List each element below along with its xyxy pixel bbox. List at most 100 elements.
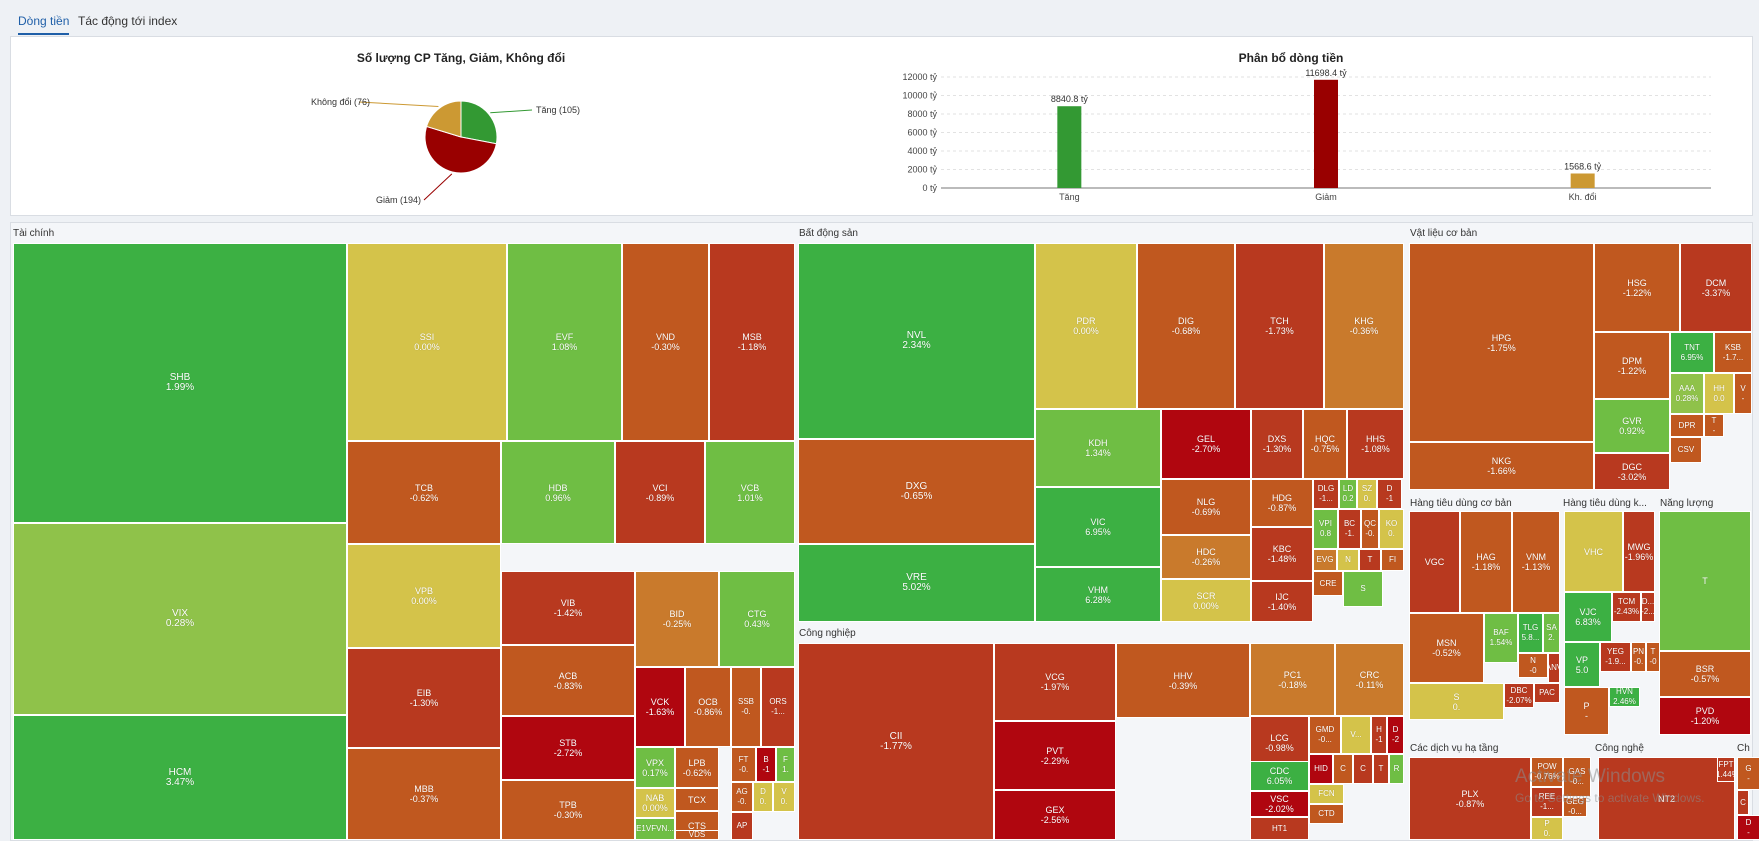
treemap-tile[interactable]: HHS -1.08% xyxy=(1347,409,1404,479)
treemap-tile[interactable]: H -1 xyxy=(1371,716,1387,754)
treemap-tile[interactable]: SSB -0. xyxy=(731,667,761,747)
treemap-tile[interactable]: ACB -0.83% xyxy=(501,645,635,716)
treemap-tile[interactable]: V 0. xyxy=(773,782,795,812)
treemap-tile[interactable]: HDG -0.87% xyxy=(1251,479,1313,527)
treemap-tile[interactable]: NT2 xyxy=(1598,757,1735,840)
treemap-tile[interactable]: R xyxy=(1389,754,1404,784)
sector-title[interactable]: Hàng tiêu dùng cơ bản xyxy=(1410,498,1512,509)
treemap-tile[interactable]: HID xyxy=(1309,754,1333,784)
treemap-tile[interactable]: KDH 1.34% xyxy=(1035,409,1161,487)
treemap-tile[interactable]: YEG -1.9... xyxy=(1600,642,1631,672)
treemap-tile[interactable]: HH 0.0 xyxy=(1704,373,1734,414)
sector-title[interactable]: Công nghệ xyxy=(1595,743,1644,754)
treemap-tile[interactable]: TNT 6.95% xyxy=(1670,332,1714,373)
treemap-tile[interactable]: GEL -2.70% xyxy=(1161,409,1251,479)
treemap-tile[interactable]: BAF 1.54% xyxy=(1484,613,1518,663)
treemap-tile[interactable]: T xyxy=(1659,511,1751,651)
treemap-tile[interactable]: CRC -0.11% xyxy=(1335,643,1404,716)
treemap-tile[interactable]: T- xyxy=(1704,414,1724,437)
treemap-tile[interactable]: D -2 xyxy=(1387,716,1404,754)
treemap-tile[interactable]: HVN 2.46% xyxy=(1609,687,1640,707)
treemap-tile[interactable]: D- xyxy=(1737,815,1759,840)
treemap-tile[interactable]: MSN -0.52% xyxy=(1409,613,1484,683)
treemap-tile[interactable]: VIC 6.95% xyxy=(1035,487,1161,567)
treemap-tile[interactable]: MWG -1.96% xyxy=(1623,511,1655,592)
treemap-tile[interactable]: TCH -1.73% xyxy=(1235,243,1324,409)
treemap-tile[interactable]: POW -0.76% xyxy=(1531,757,1563,787)
treemap-tile[interactable]: VHM 6.28% xyxy=(1035,567,1161,622)
treemap-tile[interactable]: D... -2... xyxy=(1641,592,1655,622)
treemap-tile[interactable]: SZ 0. xyxy=(1357,479,1377,509)
pie-slice[interactable] xyxy=(424,125,497,174)
treemap-tile[interactable]: NKG -1.66% xyxy=(1409,442,1594,490)
treemap-tile[interactable]: TCM -2.43% xyxy=(1612,592,1641,622)
treemap-tile[interactable]: GAS -0... xyxy=(1563,757,1591,797)
sector-title[interactable]: Bất động sản xyxy=(799,228,858,239)
treemap-tile[interactable]: KSB -1.7... xyxy=(1714,332,1752,373)
treemap-tile[interactable]: FT -0. xyxy=(731,747,756,782)
treemap-tile[interactable]: MSB -1.18% xyxy=(709,243,795,441)
treemap-tile[interactable]: BC -1. xyxy=(1338,509,1361,549)
treemap-tile[interactable]: G- xyxy=(1737,757,1759,790)
treemap-tile[interactable]: GEG -0... xyxy=(1563,797,1587,817)
treemap-tile[interactable]: KO 0. xyxy=(1379,509,1404,549)
treemap-tile[interactable]: DPM -1.22% xyxy=(1594,332,1670,399)
treemap-tile[interactable]: HT1 xyxy=(1250,817,1309,840)
treemap-tile[interactable]: PC1 -0.18% xyxy=(1250,643,1335,716)
treemap-tile[interactable]: GMD -0... xyxy=(1309,716,1341,754)
treemap-tile[interactable]: VHC xyxy=(1564,511,1623,592)
treemap-tile[interactable]: TCX xyxy=(675,788,719,811)
treemap-tile[interactable]: F 1. xyxy=(776,747,795,782)
treemap-tile[interactable]: VND -0.30% xyxy=(622,243,709,441)
treemap-tile[interactable]: VCK -1.63% xyxy=(635,667,685,747)
treemap-tile[interactable]: TCB -0.62% xyxy=(347,441,501,544)
sector-title[interactable]: Công nghiệp xyxy=(799,628,856,639)
treemap-tile[interactable]: T xyxy=(1373,754,1389,784)
treemap-tile[interactable]: VCG -1.97% xyxy=(994,643,1116,721)
treemap-tile[interactable]: PVT -2.29% xyxy=(994,721,1116,790)
treemap-tile[interactable]: SCR 0.00% xyxy=(1161,579,1251,622)
treemap-tile[interactable]: TLG 5.8... xyxy=(1518,613,1543,653)
treemap-tile[interactable]: OCB -0.86% xyxy=(685,667,731,747)
treemap-tile[interactable]: STB -2.72% xyxy=(501,716,635,780)
treemap-tile[interactable]: DXS -1.30% xyxy=(1251,409,1303,479)
treemap-tile[interactable]: VRE 5.02% xyxy=(798,544,1035,622)
treemap-tile[interactable]: MBB -0.37% xyxy=(347,748,501,840)
treemap-tile[interactable]: S xyxy=(1343,571,1383,607)
treemap-tile[interactable]: EIB -1.30% xyxy=(347,648,501,748)
treemap-tile[interactable]: EVG xyxy=(1313,549,1337,571)
treemap-tile[interactable]: PVD -1.20% xyxy=(1659,697,1751,735)
treemap-tile[interactable]: VGC xyxy=(1409,511,1460,613)
treemap-tile[interactable]: DIG -0.68% xyxy=(1137,243,1235,409)
treemap-tile[interactable]: V... xyxy=(1341,716,1371,754)
treemap-tile[interactable]: KBC -1.48% xyxy=(1251,527,1313,581)
treemap-tile[interactable]: N -0 xyxy=(1518,653,1548,678)
treemap-tile[interactable]: DXG -0.65% xyxy=(798,439,1035,544)
treemap-tile[interactable]: S 0. xyxy=(1409,683,1504,720)
treemap-tile[interactable]: P- xyxy=(1564,687,1609,735)
treemap-tile[interactable]: CTG 0.43% xyxy=(719,571,795,667)
treemap-tile[interactable]: E1VFVN... xyxy=(635,818,675,840)
treemap-tile[interactable]: HHV -0.39% xyxy=(1116,643,1250,718)
tab-tac-dong-index[interactable]: Tác động tới index xyxy=(78,14,178,28)
treemap-tile[interactable]: SA 2. xyxy=(1543,613,1560,653)
treemap-tile[interactable]: HSG -1.22% xyxy=(1594,243,1680,332)
sector-title[interactable]: Các dịch vụ hạ tầng xyxy=(1410,743,1499,754)
treemap-tile[interactable]: AG -0. xyxy=(731,782,753,812)
treemap-tile[interactable]: BSR -0.57% xyxy=(1659,651,1751,697)
treemap-tile[interactable]: T -0 xyxy=(1646,642,1660,672)
treemap-tile[interactable]: VCB 1.01% xyxy=(705,441,795,544)
treemap-tile[interactable]: CTD xyxy=(1309,804,1344,824)
treemap-tile[interactable]: D -1 xyxy=(1377,479,1402,509)
treemap-tile[interactable]: QC -0. xyxy=(1361,509,1379,549)
treemap-tile[interactable]: CII -1.77% xyxy=(798,643,994,840)
treemap-tile[interactable]: HCM 3.47% xyxy=(13,715,347,840)
treemap-tile[interactable]: D 0. xyxy=(753,782,773,812)
treemap-tile[interactable]: VIB -1.42% xyxy=(501,571,635,645)
treemap-tile[interactable]: VIX 0.28% xyxy=(13,523,347,715)
treemap-tile[interactable]: N xyxy=(1337,549,1359,571)
treemap-tile[interactable]: DLG -1... xyxy=(1313,479,1339,509)
treemap-tile[interactable]: HDC -0.26% xyxy=(1161,535,1251,579)
treemap-tile[interactable]: DPR xyxy=(1670,414,1704,437)
treemap-tile[interactable]: FPT-1.44% xyxy=(1717,757,1735,782)
